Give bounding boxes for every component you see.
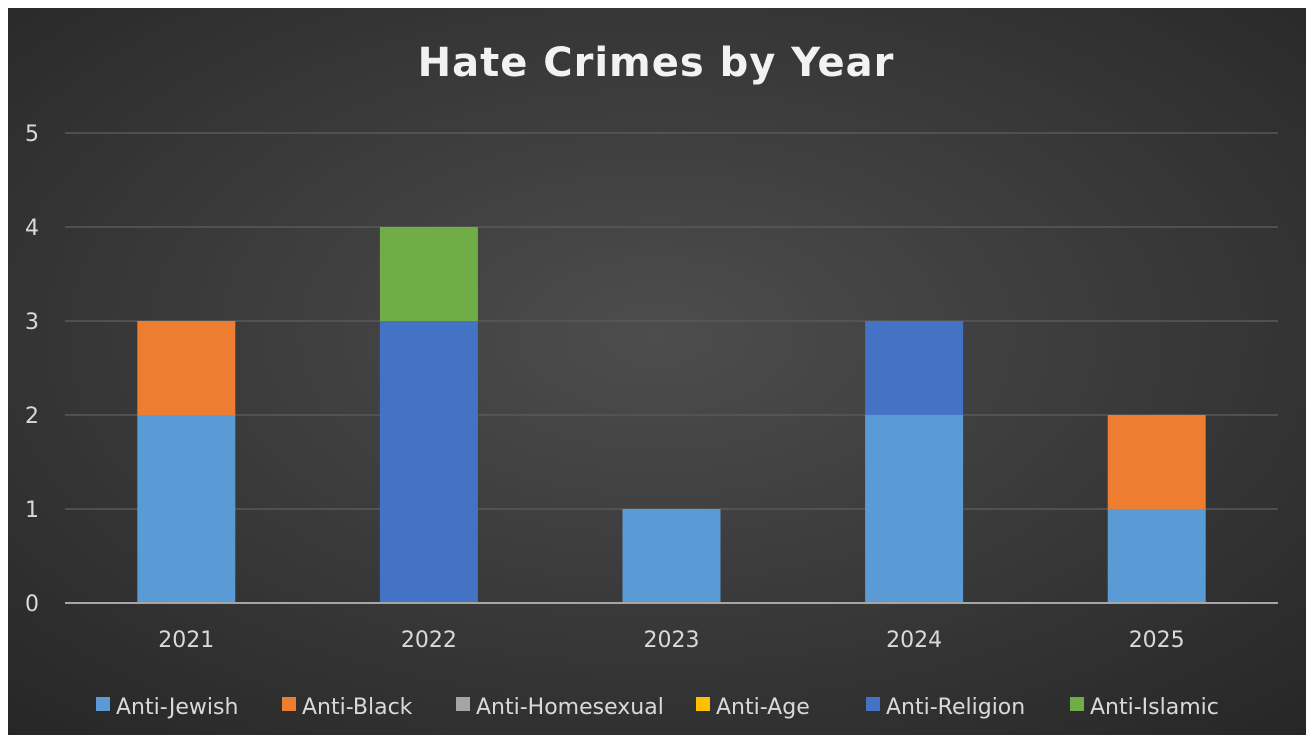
y-tick-label: 0 bbox=[25, 592, 39, 617]
legend-item: Anti-Jewish bbox=[96, 695, 238, 720]
legend-label: Anti-Homesexual bbox=[476, 695, 664, 720]
y-tick-label: 3 bbox=[25, 310, 39, 335]
legend-label: Anti-Black bbox=[302, 695, 413, 720]
x-tick-label: 2022 bbox=[401, 628, 457, 653]
legend-swatch bbox=[456, 697, 470, 711]
x-tick-label: 2024 bbox=[886, 628, 942, 653]
legend-swatch bbox=[1070, 697, 1084, 711]
x-tick-label: 2021 bbox=[158, 628, 214, 653]
legend-item: Anti-Islamic bbox=[1070, 695, 1219, 720]
bar-segment bbox=[137, 321, 236, 415]
legend: Anti-Jewish Anti-Black Anti-Homesexual Anti… bbox=[96, 695, 1219, 720]
gridlines bbox=[65, 132, 1278, 510]
bar-segment bbox=[622, 509, 721, 603]
x-axis: 2021 2022 2023 2024 2025 bbox=[65, 602, 1278, 653]
legend-swatch bbox=[96, 697, 110, 711]
y-axis: 0 1 2 3 4 5 bbox=[25, 122, 39, 617]
bar-segment bbox=[865, 321, 964, 415]
bar-segment bbox=[1107, 415, 1206, 509]
legend-swatch bbox=[866, 697, 880, 711]
legend-label: Anti-Islamic bbox=[1090, 695, 1219, 720]
y-tick-label: 2 bbox=[25, 404, 39, 429]
bar-segment bbox=[379, 227, 478, 321]
y-tick-label: 1 bbox=[25, 498, 39, 523]
legend-label: Anti-Age bbox=[716, 695, 810, 720]
bar-segment bbox=[1107, 509, 1206, 603]
x-tick-label: 2023 bbox=[644, 628, 700, 653]
bar-segment bbox=[137, 415, 236, 603]
legend-label: Anti-Jewish bbox=[116, 695, 238, 720]
legend-item: Anti-Homesexual bbox=[456, 695, 664, 720]
y-tick-label: 5 bbox=[25, 122, 39, 147]
bar-segment bbox=[379, 321, 478, 603]
legend-item: Anti-Black bbox=[282, 695, 413, 720]
x-tick-label: 2025 bbox=[1129, 628, 1185, 653]
bar-segment bbox=[865, 415, 964, 603]
bars bbox=[137, 227, 1206, 603]
legend-swatch bbox=[282, 697, 296, 711]
legend-item: Anti-Religion bbox=[866, 695, 1025, 720]
legend-label: Anti-Religion bbox=[886, 695, 1025, 720]
legend-item: Anti-Age bbox=[696, 695, 810, 720]
legend-swatch bbox=[696, 697, 710, 711]
chart-title: Hate Crimes by Year bbox=[418, 40, 895, 86]
y-tick-label: 4 bbox=[25, 216, 39, 241]
